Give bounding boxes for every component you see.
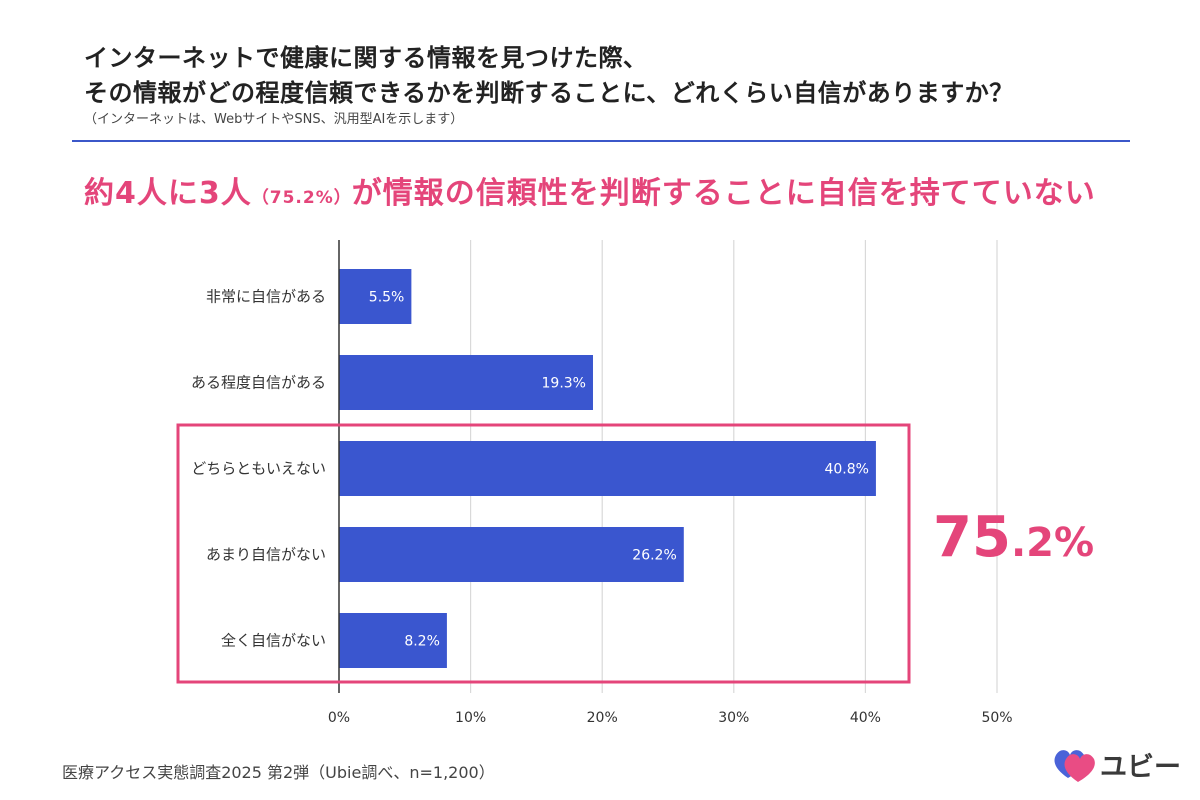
x-tick-label: 20% <box>587 710 618 726</box>
bar-value-label: 40.8% <box>824 462 868 478</box>
chart-title-line1: インターネットで健康に関する情報を見つけた際、 <box>84 44 648 72</box>
x-tick-label: 50% <box>981 710 1012 726</box>
headline-part3: が情報の信頼性を判断することに自信を持てていない <box>351 176 1096 211</box>
category-label: ある程度自信がある <box>191 374 326 392</box>
highlight-total-int: 75 <box>933 505 1011 570</box>
category-label: 非常に自信がある <box>206 288 326 306</box>
category-label: どちらともいえない <box>191 460 326 478</box>
category-label: 全く自信がない <box>221 632 326 650</box>
bar <box>339 355 593 410</box>
brand-logo: ユビー <box>1052 744 1181 784</box>
heart-logo-icon <box>1054 750 1095 782</box>
bar <box>339 269 412 324</box>
bar <box>339 441 876 496</box>
header-divider <box>72 140 1130 142</box>
chart-title-line2: その情報がどの程度信頼できるかを判断することに、どれくらい自信がありますか？ <box>84 79 1014 107</box>
source-note: 医療アクセス実態調査2025 第2弾（Ubie調べ、n=1,200） <box>62 763 495 782</box>
x-tick-label: 30% <box>718 710 749 726</box>
headline-percent: （75.2%） <box>251 188 352 208</box>
headline: 約4人に3人（75.2%）が情報の信頼性を判断することに自信を持てていない <box>84 168 1096 212</box>
bar <box>339 527 684 582</box>
bar-value-label: 8.2% <box>404 634 440 650</box>
bar-value-label: 26.2% <box>632 548 676 564</box>
highlight-total: 75.2% <box>933 505 1094 570</box>
x-tick-label: 10% <box>455 710 486 726</box>
bar <box>339 613 447 668</box>
category-label: あまり自信がない <box>206 546 326 564</box>
title-note: （インターネットは、WebサイトやSNS、汎用型AIを示します） <box>84 112 464 127</box>
highlight-box <box>176 423 911 684</box>
bar-value-label: 5.5% <box>369 290 405 306</box>
bar-value-label: 19.3% <box>542 376 586 392</box>
headline-part1: 約4人に3人 <box>84 176 252 211</box>
logo-text: ユビー <box>1100 751 1181 783</box>
x-tick-label: 40% <box>850 710 881 726</box>
x-tick-label: 0% <box>328 710 350 726</box>
highlight-total-dec: .2% <box>1010 520 1095 566</box>
